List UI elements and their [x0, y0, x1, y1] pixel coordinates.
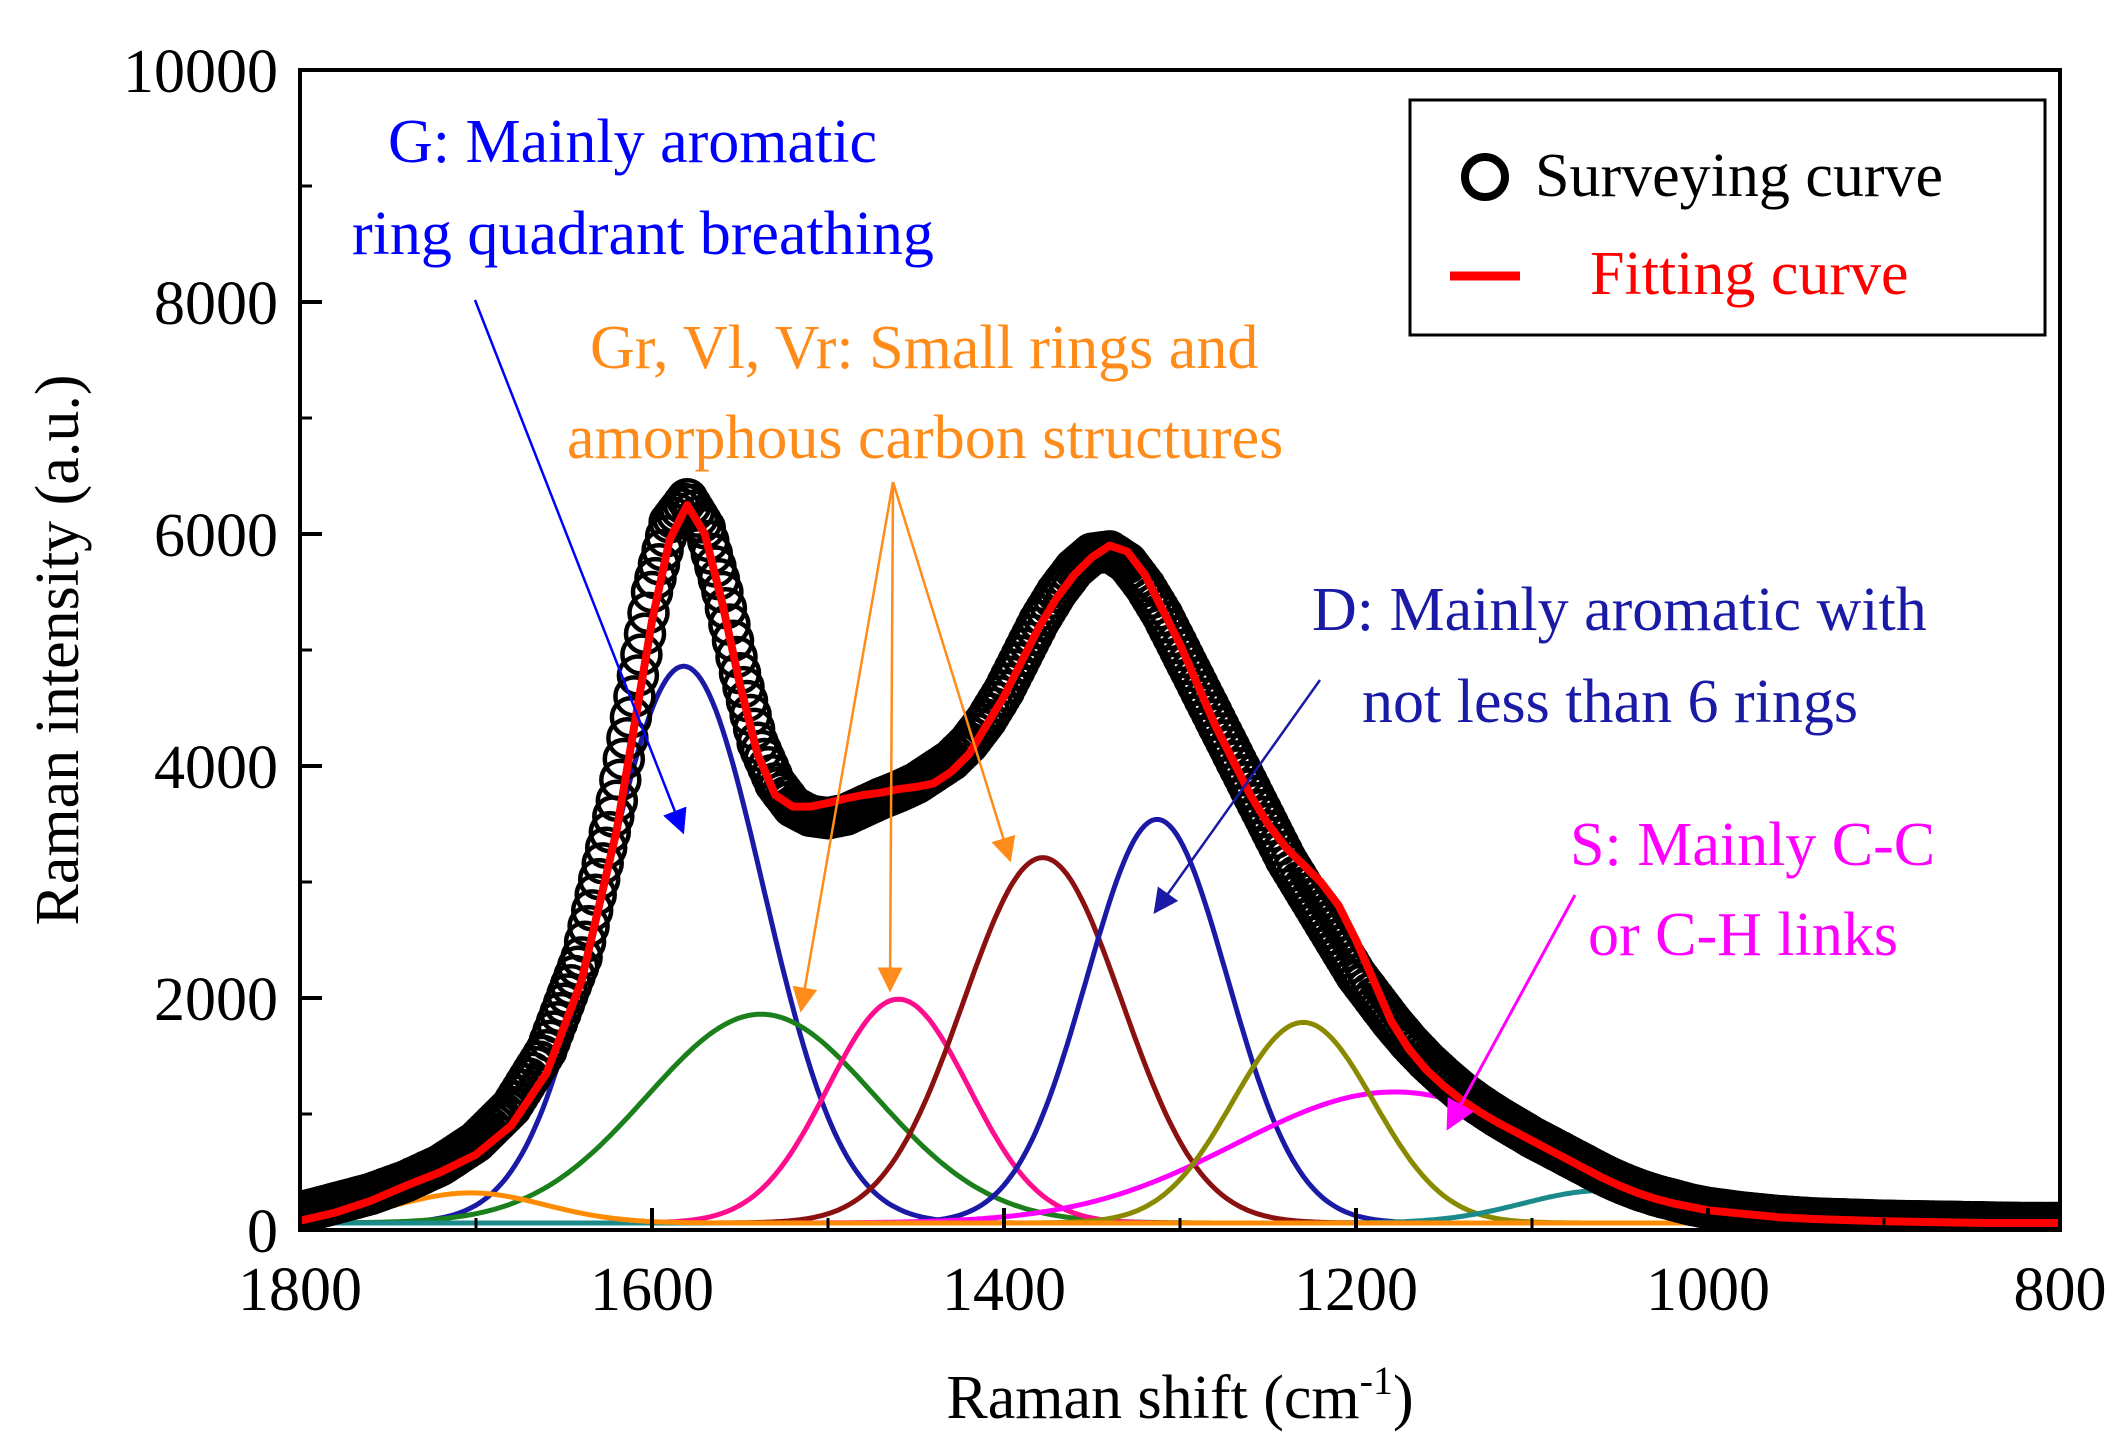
annotation-d: D: Mainly aromatic with not less than 6 …	[1312, 576, 1927, 736]
annotation-s-line1: S: Mainly C-C	[1570, 811, 1935, 879]
annotation-d-line2: not less than 6 rings	[1362, 668, 1858, 736]
annotation-gr: Gr, Vl, Vr: Small rings and amorphous ca…	[567, 314, 1283, 472]
y-tick-label: 6000	[154, 502, 278, 570]
x-axis-label: Raman shift (cm-1)	[946, 1358, 1413, 1432]
legend-surveying-marker	[1461, 153, 1509, 201]
annotation-d-line1: D: Mainly aromatic with	[1312, 576, 1927, 644]
y-tick-label: 4000	[154, 734, 278, 802]
y-tick-label: 8000	[154, 270, 278, 338]
annotation-gr-line1: Gr, Vl, Vr: Small rings and	[590, 314, 1258, 382]
legend: Surveying curve Fitting curve	[1408, 98, 2047, 337]
fitting-curve	[300, 501, 2060, 1227]
annotation-gr-arrow-2	[877, 481, 903, 993]
annotation-gr-arrow-1	[792, 481, 895, 1013]
annotation-d-arrow	[1153, 679, 1322, 915]
annotation-g-arrow	[473, 299, 687, 835]
x-tick-label: 800	[2014, 1256, 2107, 1324]
legend-fitting-label: Fitting curve	[1590, 240, 1909, 308]
fitting-curve-line	[300, 501, 2060, 1227]
x-tick-label: 1000	[1646, 1256, 1770, 1324]
annotation-s: S: Mainly C-C or C-H links	[1570, 811, 1935, 969]
annotation-s-line2: or C-H links	[1588, 901, 1898, 969]
annotation-g: G: Mainly aromatic ring quadrant breathi…	[352, 108, 934, 268]
annotation-gr-arrow-3	[891, 481, 1016, 863]
legend-box	[1408, 98, 2047, 337]
x-tick-label: 1800	[238, 1256, 362, 1324]
y-tick-label: 0	[247, 1198, 278, 1266]
annotation-g-line2: ring quadrant breathing	[352, 200, 934, 268]
y-axis-label: Raman intensity (a.u.)	[24, 375, 92, 926]
y-tick-label: 2000	[154, 966, 278, 1034]
axis-ticks: 1800 1600 1400 1200 1000 80002000400060008000…	[123, 38, 2107, 1324]
legend-surveying-label: Surveying curve	[1535, 142, 1943, 210]
annotation-gr-line2: amorphous carbon structures	[567, 404, 1283, 472]
x-tick-label: 1600	[590, 1256, 714, 1324]
annotation-s-arrow	[1446, 894, 1577, 1131]
y-tick-label: 10000	[123, 38, 278, 106]
x-tick-label: 1200	[1294, 1256, 1418, 1324]
x-tick-label: 1400	[942, 1256, 1066, 1324]
x-axis-label-superscript: -1	[1360, 1358, 1393, 1403]
annotation-g-line1: G: Mainly aromatic	[388, 108, 877, 176]
